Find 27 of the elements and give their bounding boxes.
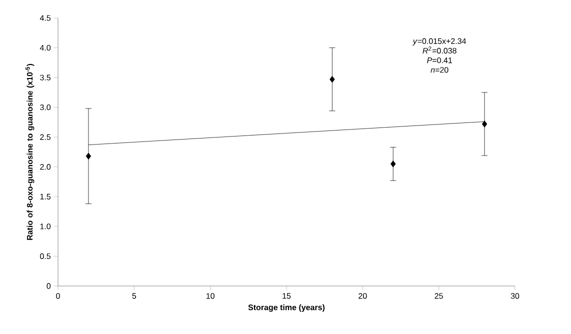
y-axis-title: Ratio of 8-oxo-guanosine to guanosine (x10$^{-5}$) [26,64,34,240]
point [482,120,488,128]
y-tick-label: 1.0 [40,224,51,230]
y-tick-label: 0 [46,283,51,289]
annotation: y=0.015x+2.34 [412,38,466,46]
point [390,160,396,168]
y-tick-label: 3.5 [40,74,51,80]
point [330,76,335,83]
y-tick-label: 4.0 [40,44,51,51]
x-tick-label: 20 [358,293,367,299]
annotation: R$^{2}$=0.038 [422,46,456,54]
annotation: n=20 [430,67,448,73]
y-tick-label: 2.5 [40,134,51,140]
x-tick-label: 30 [510,293,520,299]
y-tick-label: 0.5 [40,253,51,260]
y-tick-label: 1.5 [40,194,51,200]
x-axis-title: Storage time (years) [248,304,325,312]
x-tick-label: 5 [132,293,136,299]
y-tick-label: 3.0 [40,104,51,110]
x-tick-label: 15 [282,293,291,299]
x-tick-label: 10 [206,293,214,299]
x-tick-label: 0 [56,293,60,299]
y-tick-label: 4.5 [40,15,51,21]
y-tick-label: 2.0 [40,164,51,170]
annotation: P=0.41 [427,57,452,64]
point [86,152,92,160]
x-tick-label: 25 [434,293,443,299]
